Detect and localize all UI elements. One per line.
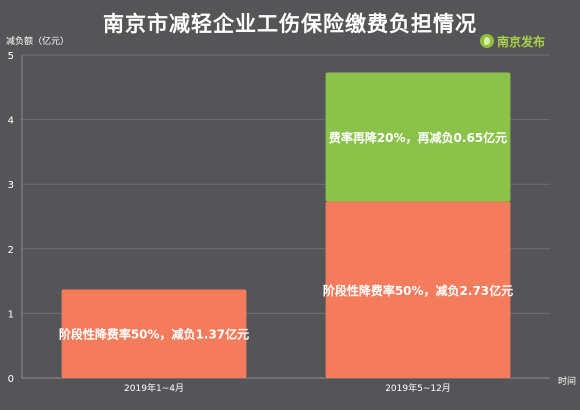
y-tick-label: 5	[8, 51, 14, 62]
y-tick-label: 2	[8, 245, 14, 256]
y-tick-label: 1	[8, 309, 14, 320]
y-axis-label: 减负额（亿元）	[6, 35, 69, 47]
chart-title: 南京市减轻企业工伤保险缴费负担情况	[103, 12, 477, 36]
data-label: 费率再降20%，再减负0.65亿元	[329, 130, 507, 145]
bar-segment	[325, 201, 511, 378]
x-tick-label: 2019年1~4月	[124, 382, 184, 394]
logo-text: 南京发布	[497, 34, 546, 49]
publisher-logo: 南京发布	[480, 32, 545, 50]
y-tick-label: 3	[8, 180, 14, 191]
bar-segment	[325, 72, 511, 202]
data-label: 阶段性降费率50%，减负1.37亿元	[59, 327, 249, 342]
bar-segment	[61, 289, 247, 378]
x-tick-label: 2019年5~12月	[385, 382, 451, 394]
data-label: 阶段性降费率50%，减负2.73亿元	[323, 283, 513, 298]
y-tick-label: 4	[8, 116, 14, 127]
y-tick-label: 0	[8, 374, 14, 385]
x-axis-label: 时间	[558, 375, 576, 387]
leaf-icon	[480, 34, 494, 48]
